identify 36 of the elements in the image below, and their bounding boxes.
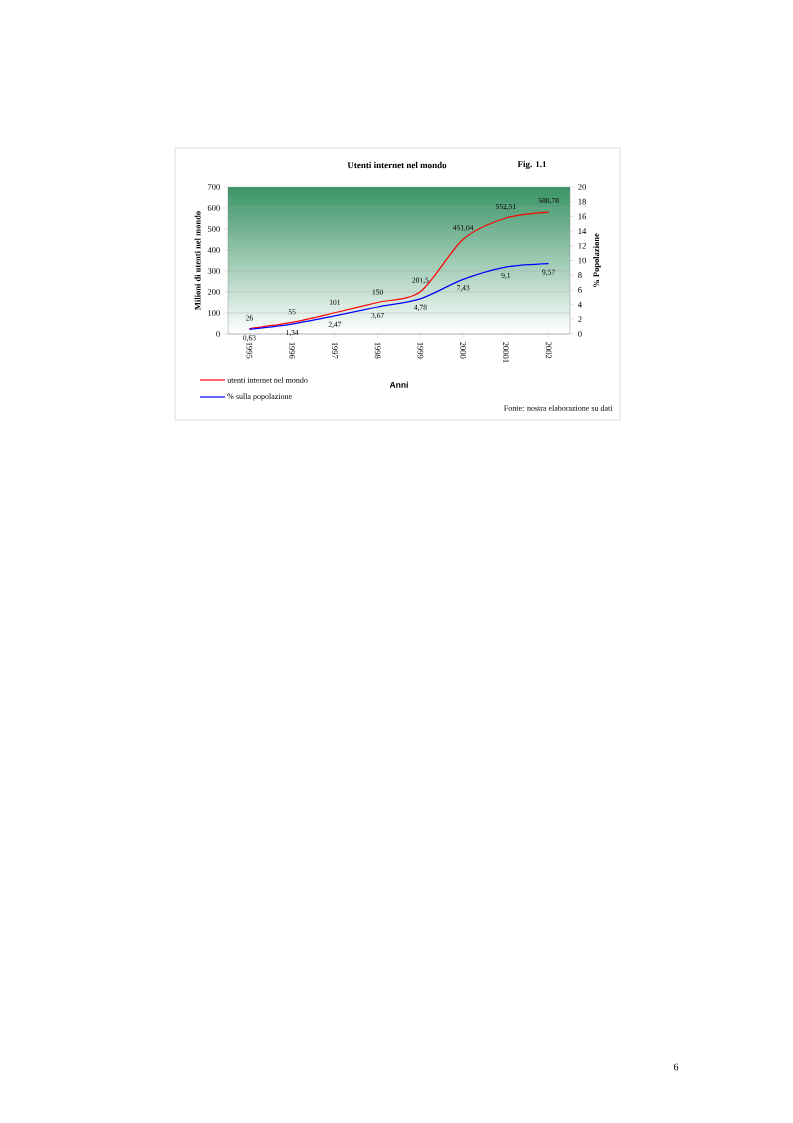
- y2-tick-label: 8: [578, 272, 582, 279]
- y2-tick-label: 18: [578, 198, 586, 205]
- y2-tick-label: 20: [578, 184, 586, 190]
- caption: Fig. 1.1: [517, 160, 547, 170]
- x-tick-label: 20001: [503, 342, 509, 363]
- x-tick-label: 1996: [289, 342, 295, 359]
- y-tick-label: 100: [208, 310, 220, 316]
- x-tick-label: 1995: [246, 342, 253, 359]
- legend-label: utenti internet nel mondo: [227, 377, 308, 383]
- x-tick-label: 2000: [460, 342, 466, 359]
- x-tick-label: 2002: [545, 342, 552, 359]
- x-tick-label: 1999: [417, 342, 424, 359]
- y-tick-label: 700: [208, 184, 220, 190]
- y2-tick-label: 14: [578, 228, 587, 234]
- y-tick-label: 300: [207, 268, 220, 274]
- text: 6: [673, 1063, 679, 1071]
- y2-tick-label: 16: [578, 213, 587, 220]
- y2-tick-label: 10: [578, 257, 586, 264]
- y2-tick-label: 6: [578, 287, 582, 293]
- y-tick-label: 500: [207, 226, 220, 232]
- y2-tick-label: 4: [577, 301, 582, 308]
- y-tick-label: 600: [207, 205, 220, 211]
- y2-tick-label: 0: [578, 331, 582, 337]
- y2-axis-title: % Popolazione: [593, 233, 601, 287]
- y-tick-label: 200: [207, 289, 220, 295]
- legend-label: % sulla popolazione: [227, 393, 292, 401]
- x-axis-title: Anni: [389, 381, 408, 388]
- y-tick-label: 0: [216, 331, 220, 337]
- y-axis-title: Milioni di utenti nel mondo: [194, 211, 201, 310]
- x-tick-label: 1997: [332, 342, 338, 359]
- x-tick-label: 1998: [374, 342, 381, 359]
- y-tick-label: 400: [207, 247, 220, 253]
- y2-tick-label: 12: [578, 242, 586, 249]
- y2-tick-label: 2: [578, 316, 582, 323]
- source-note: Fonte: nostra elaborazione su dati: [504, 405, 613, 411]
- chart-title: Utenti internet nel mondo: [347, 161, 447, 169]
